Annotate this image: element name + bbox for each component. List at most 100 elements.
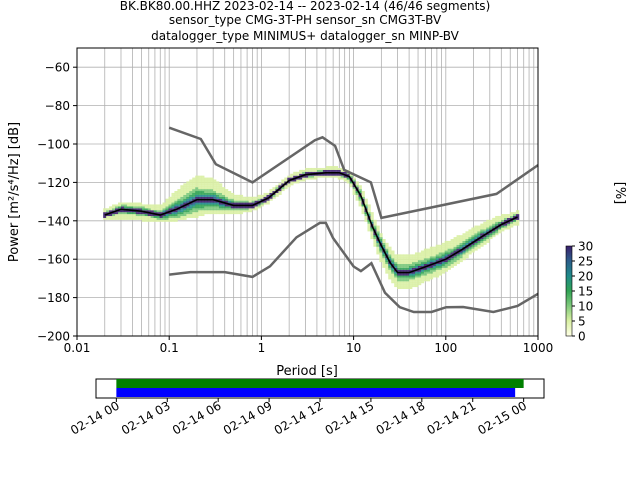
density-cell xyxy=(423,262,428,265)
density-cell xyxy=(236,194,241,197)
timeline-tick-label: 02-14 03 xyxy=(119,398,173,437)
density-cell xyxy=(435,246,440,249)
density-cell xyxy=(314,171,318,174)
density-cell xyxy=(349,181,353,184)
density-cell xyxy=(266,192,270,195)
density-cell xyxy=(471,248,475,251)
density-cell xyxy=(382,256,386,259)
density-cell xyxy=(189,189,193,192)
density-cell xyxy=(447,244,451,247)
density-cell xyxy=(224,189,229,192)
density-cell xyxy=(397,269,401,272)
density-cell xyxy=(221,198,226,201)
density-cell xyxy=(444,263,448,266)
density-cell xyxy=(141,212,146,215)
density-cell xyxy=(379,233,383,236)
density-cell xyxy=(459,250,463,253)
density-cell xyxy=(180,198,184,201)
density-cell xyxy=(230,200,235,203)
density-cell xyxy=(204,196,208,199)
density-cell xyxy=(432,267,437,270)
density-cell xyxy=(400,262,404,265)
density-cell xyxy=(512,214,517,217)
density-cell xyxy=(112,214,116,217)
density-cell xyxy=(260,194,264,197)
density-cell xyxy=(239,212,244,215)
density-cell xyxy=(106,217,110,220)
density-cell xyxy=(227,204,232,207)
density-cell xyxy=(180,210,184,213)
density-cell xyxy=(198,202,202,205)
density-cell xyxy=(403,258,407,261)
density-cell xyxy=(213,208,217,211)
density-cell xyxy=(239,206,244,209)
density-cell xyxy=(118,206,122,209)
density-cell xyxy=(515,217,520,220)
density-cell xyxy=(195,181,199,184)
density-cell xyxy=(426,265,431,268)
mean-psd-line xyxy=(104,172,518,274)
density-cell xyxy=(370,227,374,230)
density-cell xyxy=(441,254,446,257)
density-cell xyxy=(254,198,258,201)
density-cell xyxy=(406,254,410,257)
density-cell xyxy=(429,248,434,251)
density-cell xyxy=(230,210,235,213)
density-cell xyxy=(141,204,146,207)
density-cell xyxy=(275,185,279,188)
density-cell xyxy=(325,175,330,178)
density-cell xyxy=(239,210,244,213)
density-cell xyxy=(195,196,199,199)
density-cell xyxy=(183,206,187,209)
density-cell xyxy=(109,217,113,220)
density-cell xyxy=(409,258,413,261)
density-cell xyxy=(287,175,291,178)
density-cell xyxy=(397,263,401,266)
density-cell xyxy=(450,248,454,251)
density-cell xyxy=(109,208,113,211)
density-cell xyxy=(388,265,392,268)
density-cell xyxy=(486,237,490,240)
x-tick-label: 1000 xyxy=(523,341,554,355)
density-cell xyxy=(224,210,229,213)
density-cell xyxy=(266,194,270,197)
density-cell xyxy=(400,254,404,257)
density-cell xyxy=(367,206,371,209)
density-cell xyxy=(120,210,125,213)
density-cell xyxy=(361,212,365,215)
density-cell xyxy=(198,212,202,215)
density-cell xyxy=(400,273,404,276)
density-cell xyxy=(412,277,416,280)
density-cell xyxy=(370,235,374,238)
density-cell xyxy=(515,212,520,215)
density-cell xyxy=(352,191,356,193)
density-cell xyxy=(510,214,514,217)
density-cell xyxy=(435,256,440,259)
density-cell xyxy=(118,217,122,220)
density-cell xyxy=(171,217,175,220)
y-axis-label: Power [m²/s⁴/Hz] [dB] xyxy=(7,122,22,262)
density-cell xyxy=(150,210,154,213)
density-cell xyxy=(204,212,208,215)
density-cell xyxy=(400,283,404,286)
density-cell xyxy=(213,202,217,205)
density-cell xyxy=(438,258,443,261)
timeline-tick-label: 02-14 00 xyxy=(68,398,122,437)
density-cell xyxy=(343,171,348,174)
density-cell xyxy=(189,202,193,205)
density-cell xyxy=(450,239,454,241)
density-cell xyxy=(456,246,460,249)
density-cell xyxy=(210,210,214,213)
density-cell xyxy=(465,233,469,236)
density-cell xyxy=(486,221,490,224)
density-cell xyxy=(376,250,380,253)
density-cell xyxy=(417,256,422,259)
density-cell xyxy=(216,196,220,199)
density-cell xyxy=(171,212,175,215)
density-cell xyxy=(123,212,128,215)
density-cell xyxy=(483,227,487,230)
density-cell xyxy=(343,175,348,178)
density-cell xyxy=(417,265,422,268)
density-cell xyxy=(453,256,457,259)
density-cell xyxy=(224,192,229,195)
